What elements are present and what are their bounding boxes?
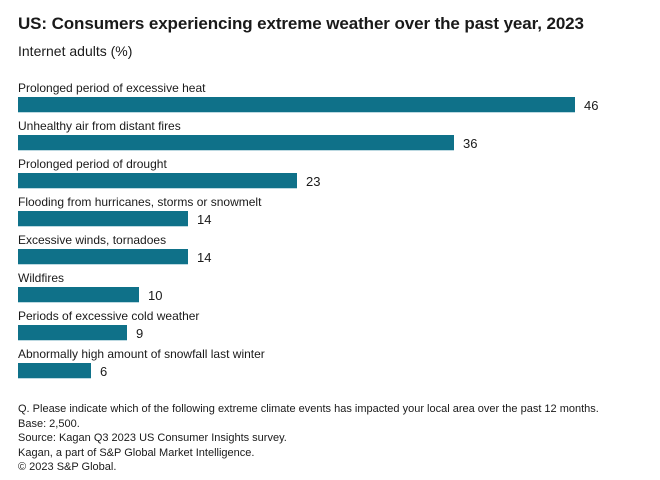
bar-value-label: 14 (197, 249, 212, 265)
chart-row: Wildfires 10 (18, 271, 642, 304)
bar (18, 249, 188, 266)
bar-value-label: 14 (197, 211, 212, 227)
footnote-line: Kagan, a part of S&P Global Market Intel… (18, 446, 255, 459)
chart-footnotes: Q. Please indicate which of the followin… (18, 402, 642, 475)
footnote-line: Q. Please indicate which of the followin… (18, 403, 599, 416)
bar (18, 135, 454, 152)
bar-line: 14 (18, 211, 642, 228)
bar-value-label: 46 (584, 97, 599, 113)
bar-line: 23 (18, 173, 642, 190)
footnote-line: © 2023 S&P Global. (18, 461, 117, 474)
chart-row: Excessive winds, tornadoes 14 (18, 233, 642, 266)
bar-category-label: Wildfires (18, 271, 65, 286)
bar-category-label: Excessive winds, tornadoes (18, 233, 167, 248)
bar (18, 173, 297, 190)
bar-category-label: Flooding from hurricanes, storms or snow… (18, 195, 262, 210)
bar-chart: Prolonged period of excessive heat 46 Unhe… (18, 81, 642, 380)
bar-category-label: Abnormally high amount of snowfall last … (18, 347, 265, 362)
bar-category-label: Prolonged period of excessive heat (18, 81, 206, 96)
bar-line: 6 (18, 363, 642, 380)
chart-row: Unhealthy air from distant fires 36 (18, 119, 642, 152)
bar (18, 363, 91, 380)
chart-subtitle: Internet adults (%) (18, 43, 133, 60)
bar-line: 9 (18, 325, 642, 342)
chart-row: Periods of excessive cold weather 9 (18, 309, 642, 342)
footnote-line: Base: 2,500. (18, 417, 80, 430)
bar-category-label: Prolonged period of drought (18, 157, 167, 172)
bar (18, 211, 188, 228)
bar-line: 46 (18, 97, 642, 114)
bar-value-label: 10 (148, 287, 163, 303)
footnote-line: Source: Kagan Q3 2023 US Consumer Insigh… (18, 432, 287, 445)
bar (18, 325, 127, 342)
chart-title: US: Consumers experiencing extreme weath… (18, 14, 584, 33)
chart-row: Flooding from hurricanes, storms or snow… (18, 195, 642, 228)
bar-value-label: 36 (463, 135, 478, 151)
bar-value-label: 23 (306, 173, 321, 189)
bar-category-label: Periods of excessive cold weather (18, 309, 200, 324)
chart-row: Prolonged period of drought 23 (18, 157, 642, 190)
bar-line: 14 (18, 249, 642, 266)
bar (18, 97, 575, 114)
bar-category-label: Unhealthy air from distant fires (18, 119, 181, 134)
chart-row: Abnormally high amount of snowfall last … (18, 347, 642, 380)
chart-row: Prolonged period of excessive heat 46 (18, 81, 642, 114)
bar (18, 287, 139, 304)
bar-line: 10 (18, 287, 642, 304)
bar-value-label: 6 (100, 363, 108, 379)
bar-value-label: 9 (136, 325, 144, 341)
bar-line: 36 (18, 135, 642, 152)
